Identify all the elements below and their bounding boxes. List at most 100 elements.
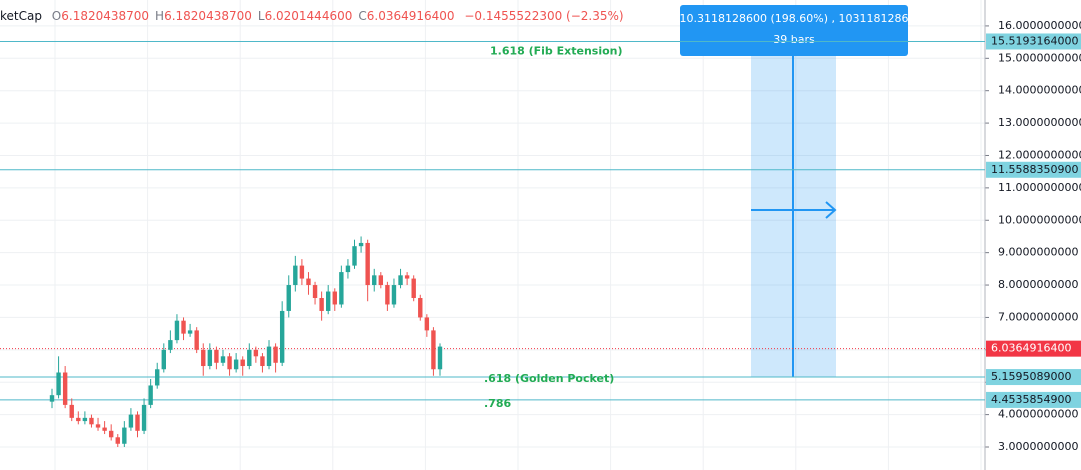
candle-body xyxy=(319,298,324,311)
candle-body xyxy=(128,414,134,428)
ohlc-key: O xyxy=(51,9,62,23)
candle-body xyxy=(108,430,114,438)
level-label-box xyxy=(986,161,1081,178)
level-label: 15.5193164000 xyxy=(991,34,1078,47)
measure-tooltip xyxy=(680,5,908,56)
ohlc: O6.1820438700 H6.1820438700 L6.0201444600 C… xyxy=(46,9,455,23)
candle-body xyxy=(49,395,55,402)
y-tick-label: 13.0000000000 xyxy=(998,116,1081,129)
candle-body xyxy=(266,346,272,367)
candle-body xyxy=(122,427,127,444)
candle-body xyxy=(286,285,291,311)
candle-body xyxy=(201,349,206,367)
fib-annotation: .786 xyxy=(484,397,511,410)
candle-body xyxy=(82,417,88,422)
ohlc-key: H xyxy=(155,9,165,23)
candle-body xyxy=(69,404,74,418)
candle-body xyxy=(352,246,357,266)
candle-body xyxy=(220,356,226,363)
candle-body xyxy=(332,291,337,305)
candle-body xyxy=(253,349,259,357)
ohlc-key: L xyxy=(257,9,265,23)
candle-body xyxy=(279,310,285,363)
y-tick-label: 15.0000000000 xyxy=(998,51,1081,64)
measure-arrow xyxy=(825,201,837,219)
ohlc-value: 6.1820438700 xyxy=(164,9,252,23)
candle-body xyxy=(161,349,166,370)
level-label-box xyxy=(986,369,1081,386)
fib-annotation: 1.618 (Fib Extension) xyxy=(490,44,623,57)
candle-body xyxy=(233,359,239,370)
y-tick-label: 9.0000000000 xyxy=(998,246,1078,259)
candle-body xyxy=(174,320,180,341)
level-label-box xyxy=(986,33,1081,50)
candle-body xyxy=(76,417,81,422)
measure-bars: 39 bars xyxy=(773,33,815,46)
change: −0.1455522300 (−2.35%) xyxy=(464,9,624,23)
candle-body xyxy=(62,372,68,405)
candle-body xyxy=(345,265,351,273)
candle-body xyxy=(168,340,173,350)
candle-body xyxy=(378,275,384,286)
level-label: 5.1595089000 xyxy=(991,370,1071,383)
candle-body xyxy=(391,285,397,305)
ohlc-key: C xyxy=(358,9,367,23)
candle-body xyxy=(187,330,193,334)
y-tick-label: 16.0000000000 xyxy=(998,19,1081,32)
candle-body xyxy=(115,437,120,444)
last-price-box xyxy=(986,340,1081,357)
candle-body xyxy=(372,275,377,286)
last-price-label: 6.0364916400 xyxy=(991,342,1071,355)
candle-body xyxy=(260,356,265,367)
candle-body xyxy=(424,317,430,331)
ohlc-value: 6.0364916400 xyxy=(366,9,455,23)
candle-body xyxy=(148,385,153,405)
y-tick-label: 12.0000000000 xyxy=(998,148,1081,161)
level-label-box xyxy=(986,391,1081,408)
candle-body xyxy=(56,372,61,396)
candle-body xyxy=(339,272,344,305)
candle-body xyxy=(398,275,403,286)
legend-header: ketCap O6.1820438700 H6.1820438700 L6.0201… xyxy=(0,9,624,23)
candle-body xyxy=(89,417,94,425)
y-tick-label: 14.0000000000 xyxy=(998,84,1081,97)
ohlc-value: 6.0201444600 xyxy=(264,9,353,23)
candle-body xyxy=(95,424,101,428)
candle-body xyxy=(404,275,410,279)
candle-body xyxy=(102,427,107,431)
candle-body xyxy=(299,265,305,279)
candle-body xyxy=(207,349,213,367)
candle-body xyxy=(358,242,364,247)
candle-body xyxy=(411,278,416,299)
candle-body xyxy=(135,414,140,431)
candle-body xyxy=(155,369,160,386)
symbol: ketCap xyxy=(0,9,42,23)
level-label: 11.5588350900 xyxy=(991,163,1078,176)
fib-annotation: .618 (Golden Pocket) xyxy=(484,372,614,385)
candle-body xyxy=(306,278,311,286)
candle-body xyxy=(273,346,278,363)
level-label: 4.4535854900 xyxy=(991,393,1071,406)
candle-body xyxy=(141,404,147,431)
y-tick-label: 8.0000000000 xyxy=(998,278,1078,291)
candle-body xyxy=(365,242,370,286)
y-tick-label: 7.0000000000 xyxy=(998,310,1078,323)
candle-body xyxy=(247,349,252,367)
measure-label: 10.3118128600 (198.60%) , 1031181286 xyxy=(680,12,909,25)
candle-body xyxy=(437,346,443,370)
candle-body xyxy=(326,291,331,311)
y-tick-label: 4.0000000000 xyxy=(998,408,1078,421)
candle-body xyxy=(227,356,232,370)
candle-body xyxy=(293,265,298,286)
y-tick-label: 10.0000000000 xyxy=(998,213,1081,226)
candle-body xyxy=(214,349,219,363)
y-tick-label: 11.0000000000 xyxy=(998,181,1081,194)
candle-body xyxy=(312,285,318,299)
y-tick-label: 3.0000000000 xyxy=(998,440,1078,453)
candle-body xyxy=(194,330,199,350)
candle-body xyxy=(385,285,390,305)
candle-body xyxy=(181,320,186,334)
candle-body xyxy=(418,298,423,318)
